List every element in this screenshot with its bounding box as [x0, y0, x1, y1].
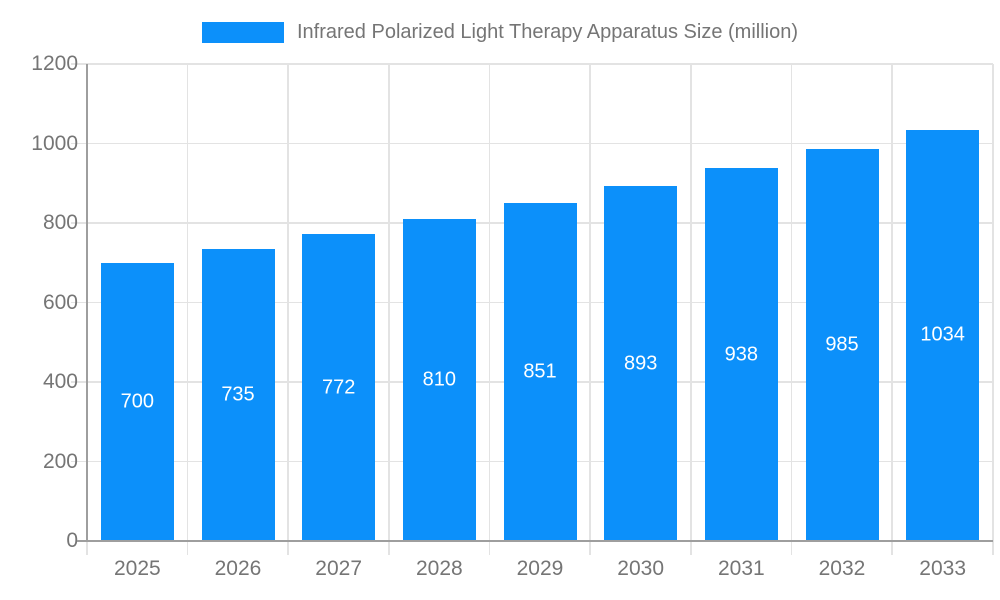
x-axis-label: 2031: [717, 557, 765, 580]
legend-label: Infrared Polarized Light Therapy Apparat…: [297, 21, 798, 43]
bar-value-label: 810: [422, 368, 457, 391]
y-axis-label: 600: [42, 290, 78, 314]
v-gridline: [589, 64, 591, 541]
v-gridline: [690, 64, 692, 541]
bar-value-label: 772: [321, 376, 356, 399]
bar-value-label: 893: [623, 352, 658, 374]
bar[interactable]: 851: [503, 202, 577, 541]
bar-value-label: 735: [221, 383, 255, 406]
x-axis-tick: [891, 541, 893, 555]
x-axis-label: 2028: [415, 557, 463, 580]
h-gridline: [87, 142, 993, 144]
x-axis-tick: [388, 541, 390, 555]
bar-value-label: 938: [724, 343, 759, 366]
x-axis-tick: [186, 541, 189, 555]
y-axis-tick: [71, 63, 87, 65]
y-axis-tick: [71, 381, 87, 383]
v-gridline: [992, 64, 994, 541]
bar[interactable]: 810: [402, 219, 476, 541]
v-gridline: [488, 64, 491, 541]
v-gridline: [287, 64, 289, 541]
y-axis-tick: [71, 460, 87, 462]
v-gridline: [891, 64, 893, 541]
v-gridline: [388, 64, 390, 541]
legend[interactable]: Infrared Polarized Light Therapy Apparat…: [0, 17, 1000, 47]
y-axis-label: 800: [42, 211, 78, 234]
bar-value-label: 1034: [920, 323, 965, 346]
x-axis-label: 2026: [214, 557, 262, 580]
bar[interactable]: 893: [604, 186, 678, 541]
x-axis-tick: [992, 541, 994, 555]
v-gridline: [790, 64, 793, 541]
y-axis-label: 0: [66, 529, 78, 552]
bar[interactable]: 1034: [906, 129, 980, 541]
y-axis-line: [86, 64, 88, 542]
bar[interactable]: 700: [100, 262, 174, 541]
x-axis-label: 2027: [315, 557, 363, 580]
x-axis-line: [77, 540, 993, 542]
x-axis-tick: [488, 541, 491, 555]
y-axis-label: 200: [42, 449, 78, 473]
bar-value-label: 985: [825, 333, 859, 356]
legend-swatch: [202, 21, 284, 43]
y-axis-tick: [71, 142, 87, 144]
bar[interactable]: 772: [302, 234, 376, 541]
bar[interactable]: 735: [201, 248, 275, 541]
v-gridline: [186, 64, 189, 541]
x-axis-tick: [86, 541, 88, 555]
bar-value-label: 851: [523, 360, 557, 383]
y-axis-tick: [71, 301, 87, 303]
x-axis-label: 2029: [516, 557, 564, 580]
y-axis-label: 1000: [31, 131, 78, 155]
x-axis-tick: [589, 541, 591, 555]
x-axis-tick: [790, 541, 793, 555]
x-axis-label: 2032: [818, 557, 866, 580]
y-axis-tick: [71, 222, 87, 224]
bar-value-label: 700: [120, 390, 155, 413]
bar[interactable]: 985: [805, 149, 879, 541]
x-axis-tick: [690, 541, 692, 555]
x-axis-label: 2033: [919, 557, 967, 580]
bar[interactable]: 938: [704, 168, 778, 541]
y-axis-label: 1200: [31, 52, 78, 75]
x-axis-label: 2030: [617, 557, 665, 580]
y-axis-label: 400: [42, 370, 78, 393]
x-axis-tick: [287, 541, 289, 555]
x-axis-label: 2025: [113, 557, 161, 580]
h-gridline: [87, 63, 993, 65]
